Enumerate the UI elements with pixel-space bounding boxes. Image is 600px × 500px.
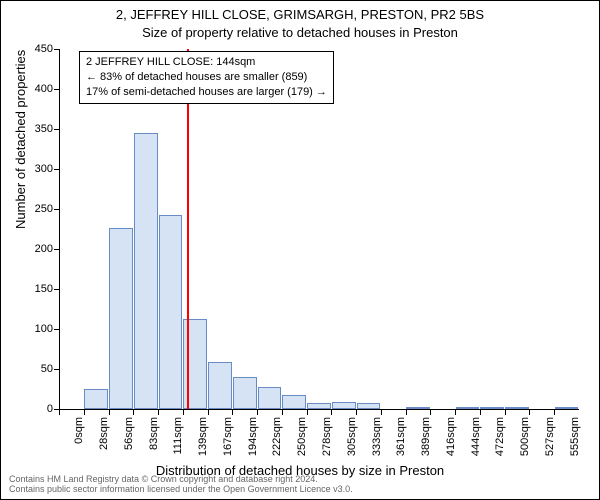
x-tick-mark (430, 409, 431, 415)
y-tick-label: 400 (19, 83, 53, 95)
histogram-bar (332, 402, 356, 409)
x-tick-label: 111sqm (172, 417, 184, 457)
histogram-bar (505, 407, 529, 409)
annotation-line1: 2 JEFFREY HILL CLOSE: 144sqm (86, 55, 327, 70)
x-tick-label: 333sqm (371, 417, 383, 457)
x-tick-mark (554, 409, 555, 415)
y-tick-label: 50 (19, 363, 53, 375)
footer-line2: Contains public sector information licen… (9, 485, 591, 495)
histogram-bar (208, 362, 232, 409)
histogram-bar (357, 403, 381, 409)
x-tick-mark (282, 409, 283, 415)
y-tick-mark (54, 289, 59, 290)
histogram-bar (480, 407, 504, 409)
y-tick-label: 100 (19, 323, 53, 335)
x-tick-mark (480, 409, 481, 415)
y-tick-label: 250 (19, 203, 53, 215)
x-tick-label: 305sqm (346, 417, 358, 457)
histogram-bar (84, 389, 108, 409)
x-tick-mark (208, 409, 209, 415)
y-tick-mark (54, 129, 59, 130)
y-tick-label: 350 (19, 123, 53, 135)
x-tick-label: 500sqm (519, 417, 531, 457)
x-tick-mark (133, 409, 134, 415)
x-tick-label: 167sqm (222, 417, 234, 457)
y-tick-mark (54, 169, 59, 170)
x-tick-label: 278sqm (321, 417, 333, 457)
plot-area: 050100150200250300350400450 0sqm28sqm56s… (59, 49, 579, 410)
y-tick-label: 200 (19, 243, 53, 255)
x-tick-mark (232, 409, 233, 415)
x-tick-label: 527sqm (544, 417, 556, 457)
x-tick-label: 250sqm (296, 417, 308, 457)
y-tick-mark (54, 89, 59, 90)
x-tick-mark (406, 409, 407, 415)
annotation-line2: ← 83% of detached houses are smaller (85… (86, 70, 327, 85)
x-tick-label: 0sqm (73, 417, 85, 457)
x-tick-mark (257, 409, 258, 415)
chart-subtitle: Size of property relative to detached ho… (1, 25, 599, 40)
y-tick-label: 300 (19, 163, 53, 175)
y-tick-mark (54, 249, 59, 250)
x-tick-label: 444sqm (470, 417, 482, 457)
annotation-line3: 17% of semi-detached houses are larger (… (86, 85, 327, 100)
y-tick-label: 450 (19, 43, 53, 55)
x-tick-mark (84, 409, 85, 415)
y-tick-label: 0 (19, 403, 53, 415)
histogram-bar (159, 215, 183, 409)
x-tick-label: 194sqm (247, 417, 259, 457)
x-tick-mark (356, 409, 357, 415)
footer-attribution: Contains HM Land Registry data © Crown c… (9, 475, 591, 495)
histogram-bar (233, 377, 257, 409)
histogram-bar (307, 403, 331, 409)
x-tick-label: 139sqm (197, 417, 209, 457)
histogram-bar (134, 133, 158, 409)
x-tick-label: 416sqm (445, 417, 457, 457)
y-tick-mark (54, 209, 59, 210)
chart-container: 2, JEFFREY HILL CLOSE, GRIMSARGH, PRESTO… (0, 0, 600, 500)
x-tick-label: 83sqm (148, 417, 160, 457)
y-tick-label: 150 (19, 283, 53, 295)
y-tick-mark (54, 49, 59, 50)
histogram-bar (282, 395, 306, 409)
x-tick-mark (331, 409, 332, 415)
x-tick-mark (59, 409, 60, 415)
x-tick-mark (158, 409, 159, 415)
x-tick-mark (381, 409, 382, 415)
annotation-box: 2 JEFFREY HILL CLOSE: 144sqm ← 83% of de… (79, 51, 334, 104)
x-tick-mark (109, 409, 110, 415)
x-tick-mark (505, 409, 506, 415)
x-tick-label: 472sqm (494, 417, 506, 457)
x-tick-mark (183, 409, 184, 415)
histogram-bar (258, 387, 282, 409)
y-tick-mark (54, 329, 59, 330)
x-tick-label: 222sqm (271, 417, 283, 457)
x-tick-label: 389sqm (420, 417, 432, 457)
x-tick-label: 28sqm (98, 417, 110, 457)
histogram-bar (555, 407, 579, 409)
x-tick-label: 56sqm (123, 417, 135, 457)
histogram-bar (456, 407, 480, 409)
histogram-bar (109, 228, 133, 409)
x-tick-label: 555sqm (569, 417, 581, 457)
x-tick-label: 361sqm (395, 417, 407, 457)
x-tick-mark (529, 409, 530, 415)
y-tick-mark (54, 369, 59, 370)
x-tick-mark (455, 409, 456, 415)
chart-title-address: 2, JEFFREY HILL CLOSE, GRIMSARGH, PRESTO… (1, 7, 599, 22)
histogram-bar (406, 407, 430, 409)
x-tick-mark (307, 409, 308, 415)
